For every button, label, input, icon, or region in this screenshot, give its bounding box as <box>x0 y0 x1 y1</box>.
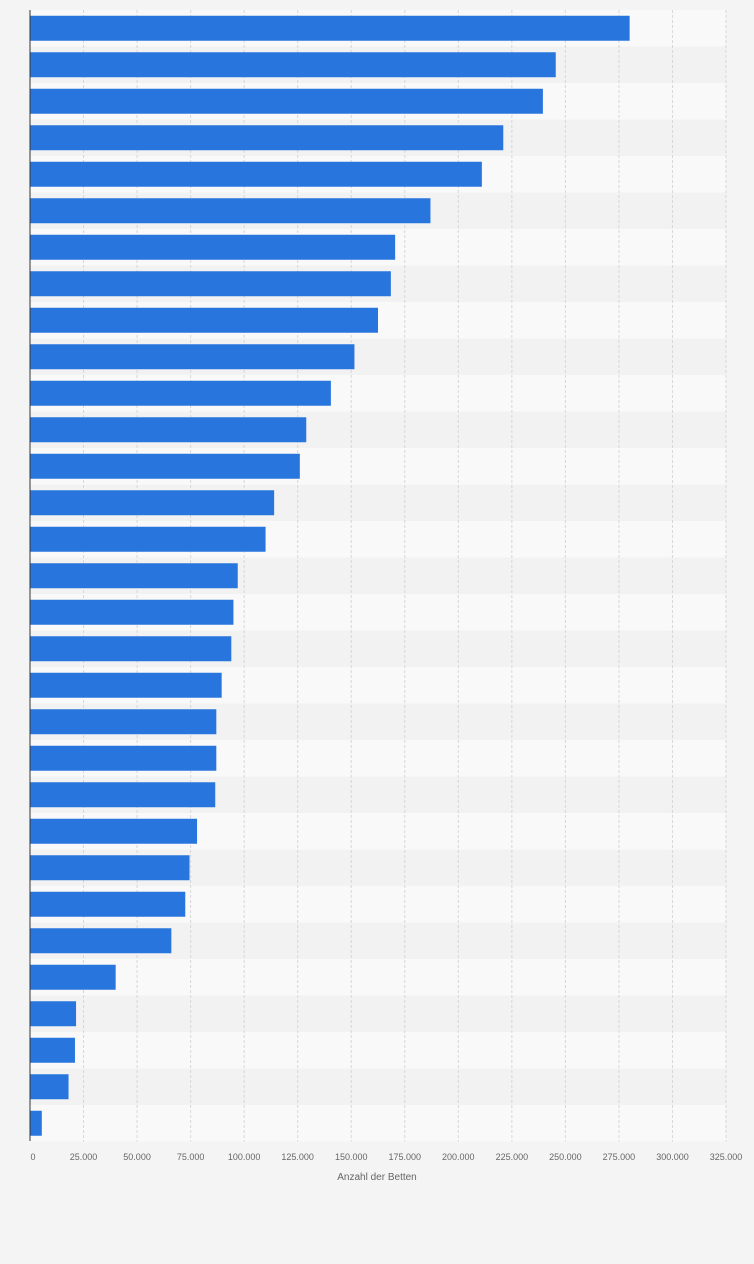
bar[interactable] <box>30 891 186 917</box>
x-tick-labels: 0 25.000 50.000 75.000 100.000 125.000 150.000… <box>30 1152 742 1162</box>
bar[interactable] <box>30 1074 69 1100</box>
bar[interactable] <box>30 380 331 406</box>
bar[interactable] <box>30 198 431 224</box>
bar[interactable] <box>30 52 556 78</box>
bar[interactable] <box>30 234 396 260</box>
bar[interactable] <box>30 490 275 516</box>
row-band <box>30 959 726 996</box>
x-tick-label: 150.000 <box>335 1152 368 1162</box>
row-band <box>30 1068 726 1105</box>
bar[interactable] <box>30 745 217 771</box>
x-tick-label: 25.000 <box>70 1152 98 1162</box>
bar[interactable] <box>30 526 266 552</box>
bar[interactable] <box>30 855 190 881</box>
bar[interactable] <box>30 709 217 735</box>
bar[interactable] <box>30 161 482 187</box>
row-band <box>30 1105 726 1142</box>
bars <box>30 15 630 1136</box>
bar[interactable] <box>30 818 198 844</box>
x-tick-label: 300.000 <box>656 1152 689 1162</box>
bar[interactable] <box>30 563 238 589</box>
bar[interactable] <box>30 125 504 151</box>
bar[interactable] <box>30 417 307 443</box>
bar[interactable] <box>30 964 116 990</box>
bar[interactable] <box>30 928 172 954</box>
x-tick-label: 125.000 <box>281 1152 314 1162</box>
row-band <box>30 1032 726 1069</box>
bar[interactable] <box>30 782 216 808</box>
bar[interactable] <box>30 636 232 662</box>
bar[interactable] <box>30 88 543 114</box>
row-band <box>30 995 726 1032</box>
bar[interactable] <box>30 672 222 698</box>
x-tick-label: 275.000 <box>603 1152 636 1162</box>
x-tick-label: 100.000 <box>228 1152 261 1162</box>
bar[interactable] <box>30 1001 77 1027</box>
x-tick-label: 0 <box>30 1152 35 1162</box>
bar[interactable] <box>30 599 234 625</box>
bar[interactable] <box>30 1110 42 1136</box>
x-tick-label: 225.000 <box>496 1152 529 1162</box>
x-tick-label: 200.000 <box>442 1152 475 1162</box>
bar[interactable] <box>30 453 300 479</box>
bar[interactable] <box>30 344 355 370</box>
bar[interactable] <box>30 15 630 41</box>
x-tick-label: 50.000 <box>123 1152 151 1162</box>
x-tick-label: 250.000 <box>549 1152 582 1162</box>
x-axis-label: Anzahl der Betten <box>337 1172 417 1183</box>
x-tick-label: 75.000 <box>177 1152 205 1162</box>
x-tick-label: 325.000 <box>710 1152 743 1162</box>
x-tick-label: 175.000 <box>388 1152 421 1162</box>
bar[interactable] <box>30 271 391 297</box>
bar[interactable] <box>30 307 378 333</box>
bar[interactable] <box>30 1037 75 1063</box>
